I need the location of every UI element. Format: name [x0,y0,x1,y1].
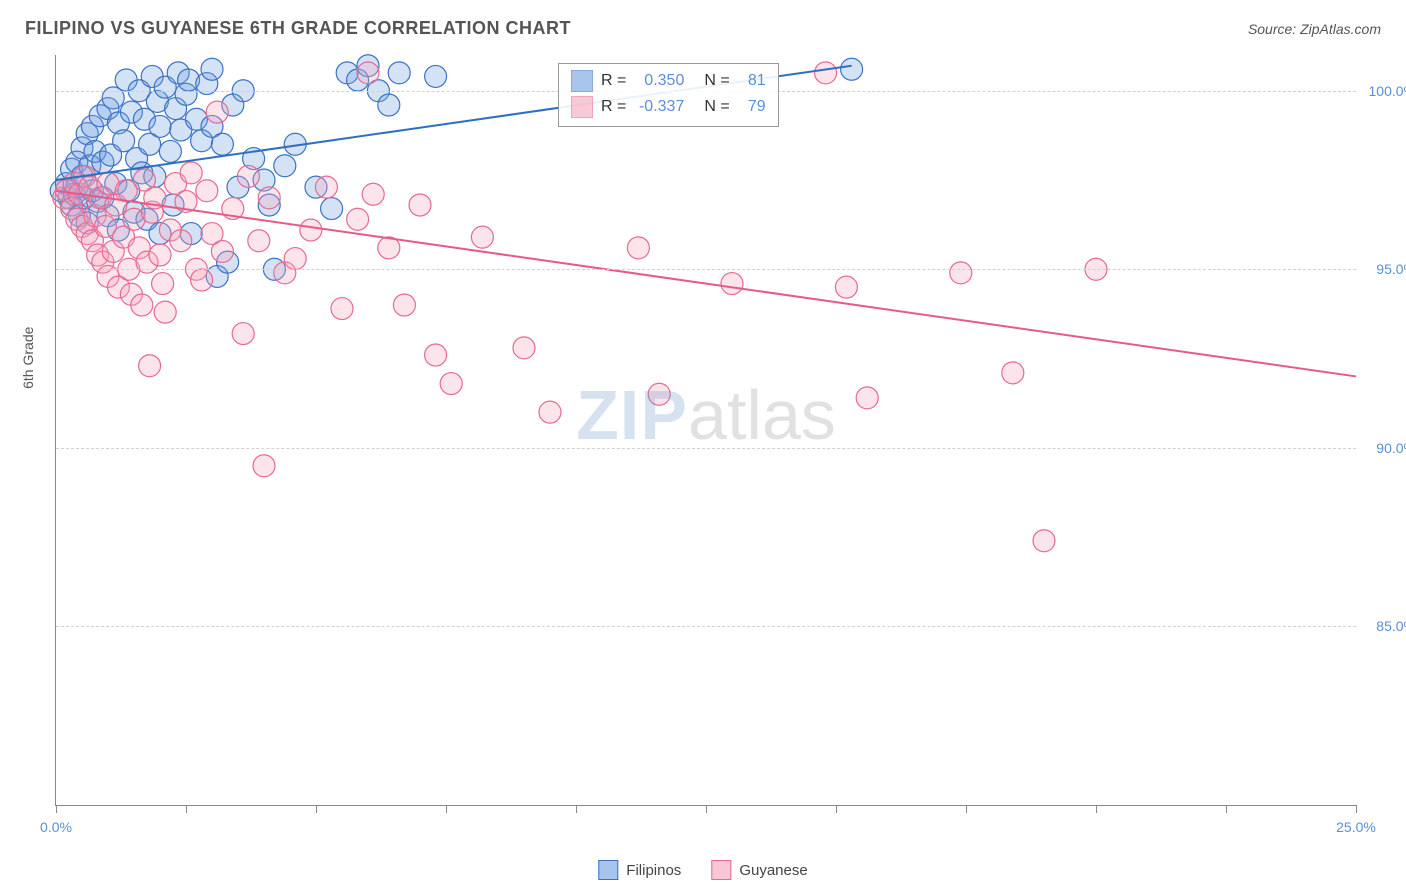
gridline [56,448,1356,449]
scatter-point [357,62,379,84]
x-tick [576,805,577,813]
scatter-point [211,240,233,262]
legend-swatch [598,860,618,880]
y-tick-label: 85.0% [1361,618,1406,634]
legend-bottom: Filipinos Guyanese [598,860,807,880]
x-tick [1096,805,1097,813]
scatter-point [513,337,535,359]
scatter-point [152,273,174,295]
scatter-point [149,115,171,137]
scatter-point [425,65,447,87]
stats-row: R = -0.337 N = 79 [571,94,766,120]
stats-box: R = 0.350 N = 81 R = -0.337 N = 79 [558,63,779,127]
y-tick-label: 90.0% [1361,440,1406,456]
x-tick [706,805,707,813]
scatter-point [180,162,202,184]
scatter-point [362,183,384,205]
scatter-point [425,344,447,366]
chart-title: FILIPINO VS GUYANESE 6TH GRADE CORRELATI… [25,18,571,39]
x-tick [186,805,187,813]
scatter-point [440,373,462,395]
scatter-plot-area: ZIPatlas 85.0%90.0%95.0%100.0%0.0%25.0%R… [55,55,1356,806]
stat-r-label: R = [601,72,626,90]
scatter-point [139,355,161,377]
scatter-point [471,226,493,248]
x-tick [1356,805,1357,813]
y-axis-label: 6th Grade [20,327,36,389]
scatter-point [248,230,270,252]
scatter-point [300,219,322,241]
scatter-point [237,165,259,187]
stat-r-value: -0.337 [634,98,684,116]
scatter-point [191,269,213,291]
gridline [56,626,1356,627]
scatter-point [131,294,153,316]
stat-n-value: 81 [738,72,766,90]
scatter-point [648,383,670,405]
scatter-point [253,455,275,477]
scatter-point [1002,362,1024,384]
scatter-point [378,94,400,116]
scatter-point [159,140,181,162]
x-tick-label: 0.0% [40,819,72,835]
scatter-point [170,230,192,252]
legend-label: Filipinos [626,862,681,879]
x-tick [1226,805,1227,813]
scatter-point [835,276,857,298]
x-tick [446,805,447,813]
series-swatch [571,96,593,118]
scatter-point [856,387,878,409]
scatter-point [206,101,228,123]
scatter-point [721,273,743,295]
scatter-point [284,248,306,270]
x-tick [56,805,57,813]
scatter-point [331,298,353,320]
scatter-point [393,294,415,316]
trend-line [56,191,1356,377]
scatter-point [274,155,296,177]
stat-r-label: R = [601,98,626,116]
scatter-point [315,176,337,198]
gridline [56,269,1356,270]
scatter-point [196,180,218,202]
scatter-point [409,194,431,216]
source-value: ZipAtlas.com [1300,21,1381,37]
x-tick [836,805,837,813]
stat-n-label: N = [704,98,729,116]
scatter-point [950,262,972,284]
chart-header: FILIPINO VS GUYANESE 6TH GRADE CORRELATI… [25,18,1381,39]
scatter-point [211,133,233,155]
x-tick-label: 25.0% [1336,819,1376,835]
chart-source: Source: ZipAtlas.com [1248,21,1381,37]
y-tick-label: 95.0% [1361,261,1406,277]
scatter-point [815,62,837,84]
plot-svg [56,55,1356,805]
scatter-point [232,323,254,345]
stat-r-value: 0.350 [634,72,684,90]
legend-label: Guyanese [739,862,807,879]
scatter-point [321,198,343,220]
x-tick [316,805,317,813]
scatter-point [154,301,176,323]
y-tick-label: 100.0% [1361,83,1406,99]
legend-item: Guyanese [711,860,807,880]
stats-row: R = 0.350 N = 81 [571,68,766,94]
legend-swatch [711,860,731,880]
scatter-point [149,244,171,266]
source-label: Source: [1248,21,1296,37]
x-tick [966,805,967,813]
series-swatch [571,70,593,92]
stat-n-label: N = [704,72,729,90]
scatter-point [841,58,863,80]
scatter-point [627,237,649,259]
scatter-point [1033,530,1055,552]
scatter-point [258,187,280,209]
scatter-point [201,58,223,80]
scatter-point [388,62,410,84]
scatter-point [347,208,369,230]
stat-n-value: 79 [738,98,766,116]
legend-item: Filipinos [598,860,681,880]
scatter-point [539,401,561,423]
